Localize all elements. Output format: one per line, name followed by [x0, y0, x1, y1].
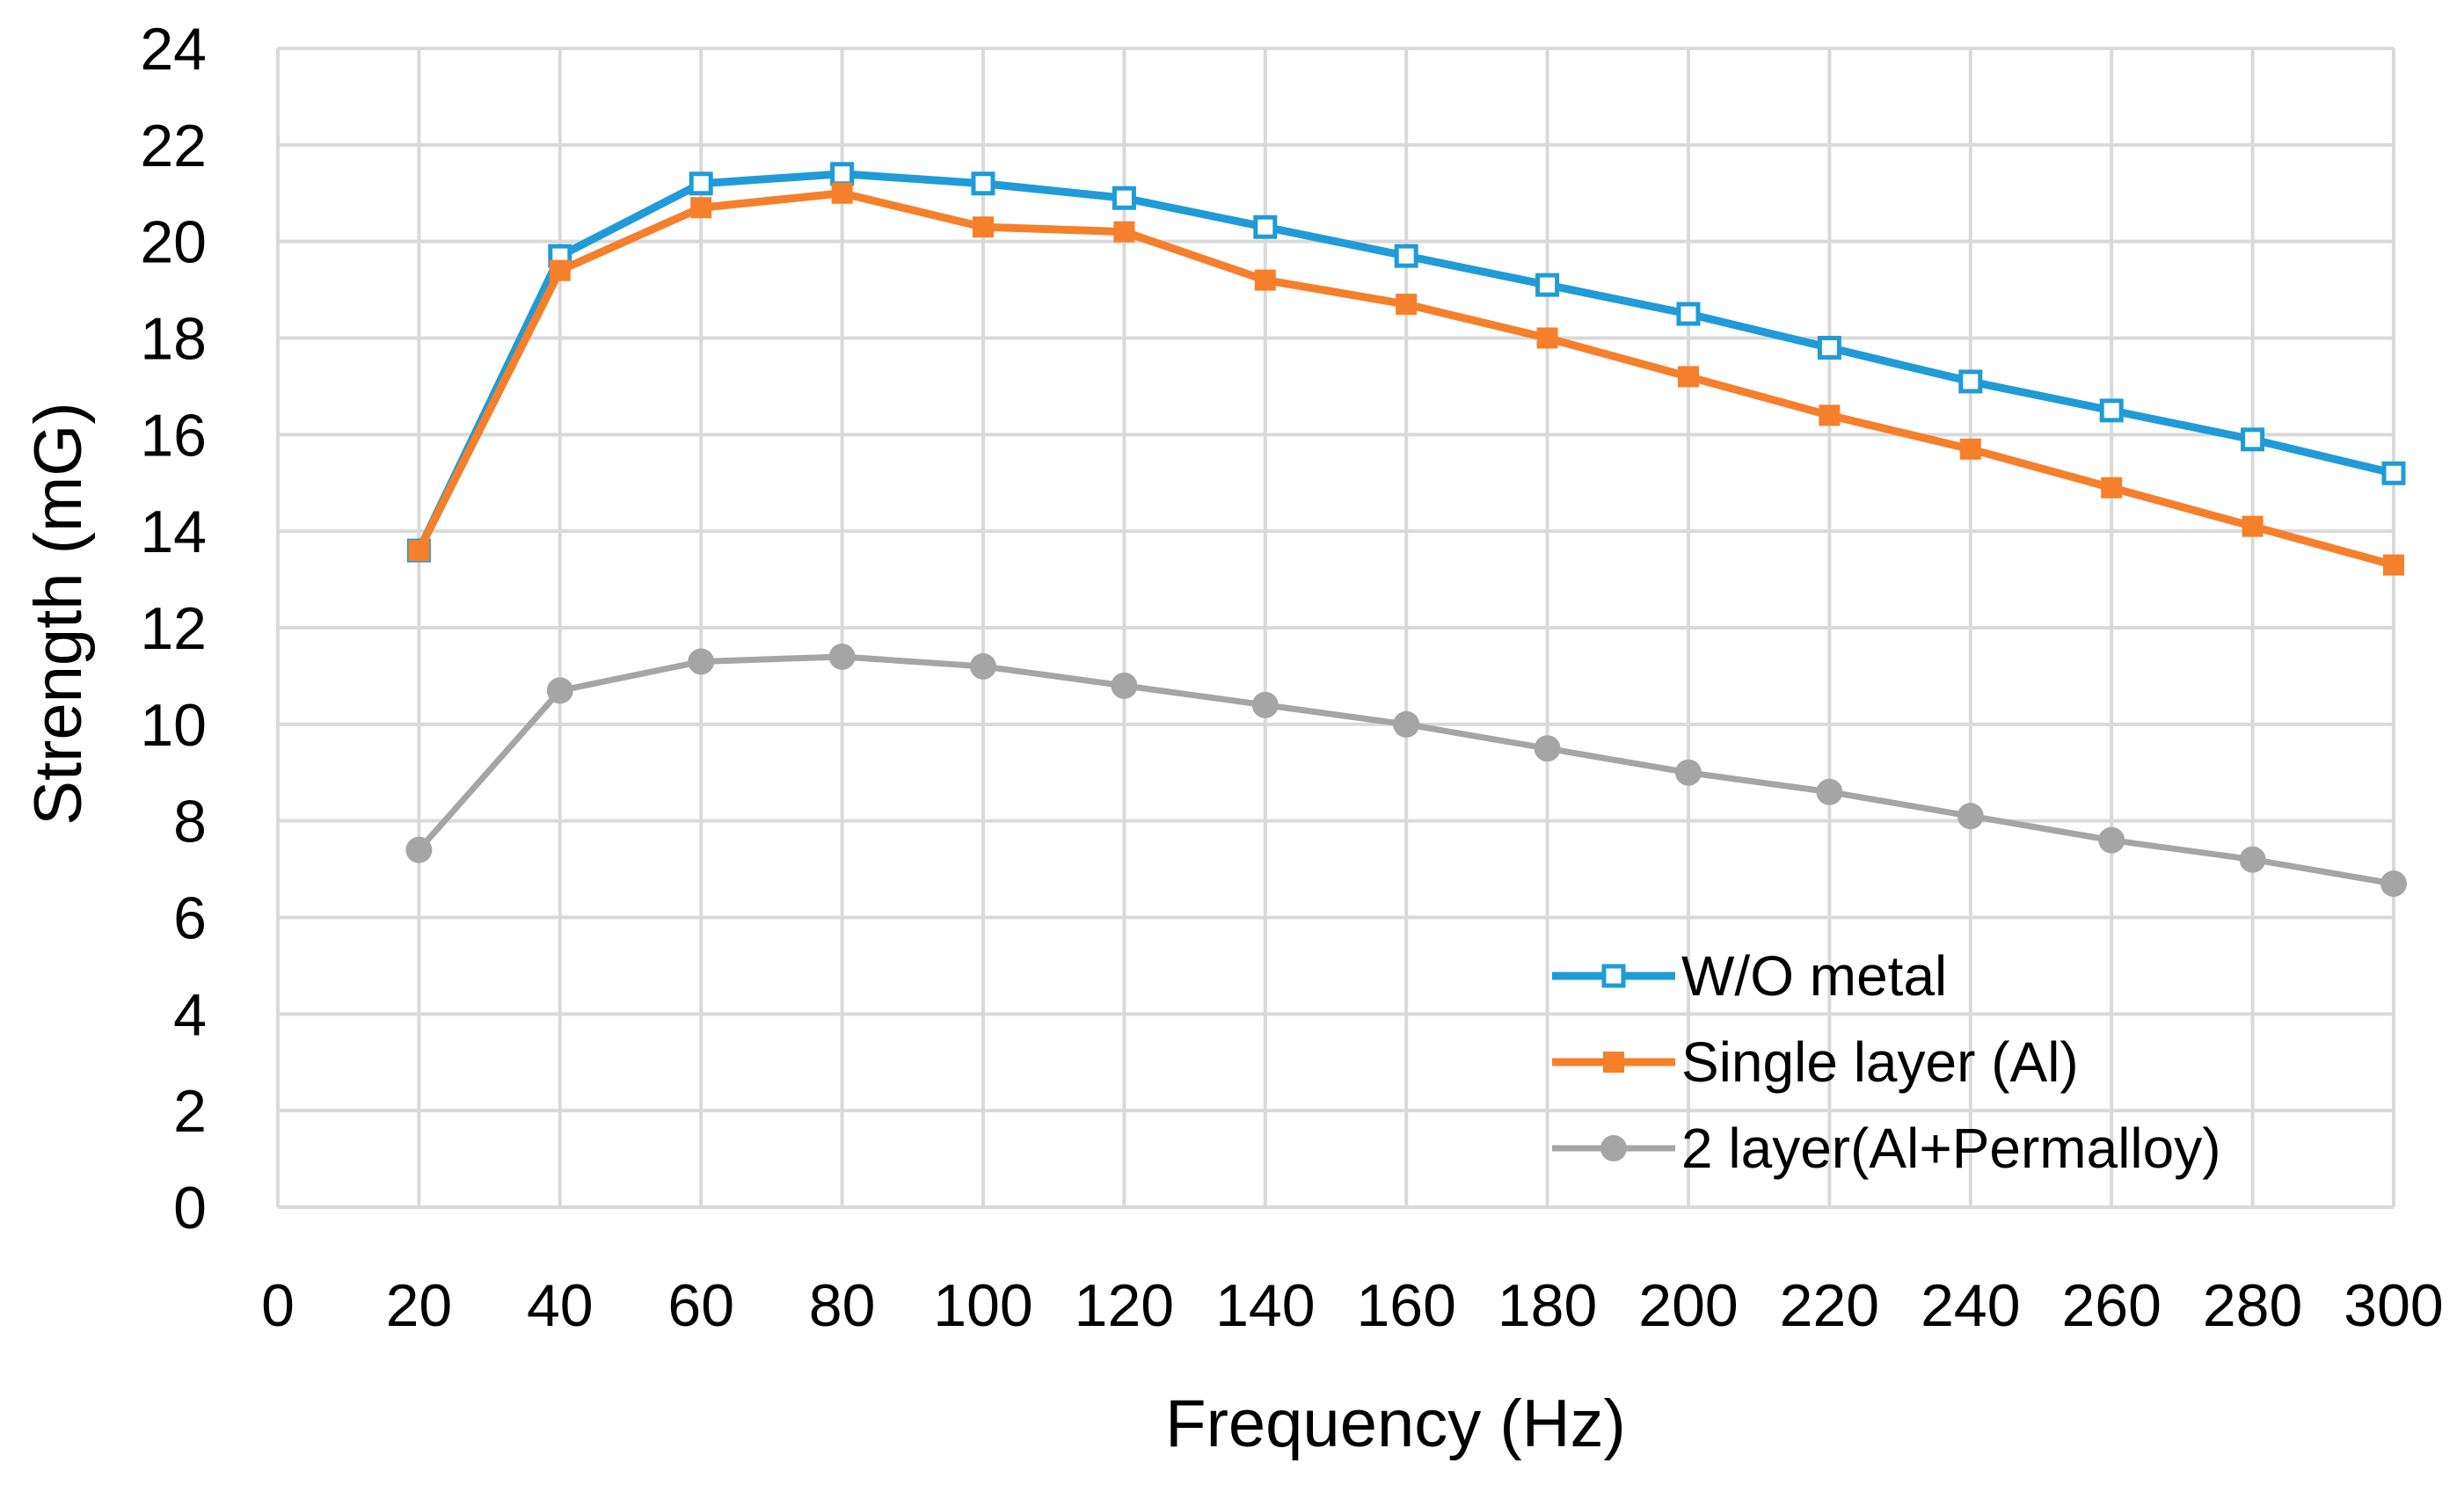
data-point: [1396, 294, 1418, 316]
y-tick-label: 4: [173, 981, 207, 1048]
x-tick-label: 0: [261, 1272, 295, 1339]
data-point: [2242, 515, 2264, 537]
x-tick-labels: 0 20 40 60 80 100 120 140 160 180 200 220 240 260 280 3…: [261, 1272, 2444, 1339]
data-point: [2239, 846, 2266, 873]
data-point: [828, 643, 856, 670]
x-tick-label: 60: [667, 1272, 734, 1339]
data-point: [831, 182, 853, 204]
data-point: [1535, 273, 1560, 297]
data-point: [1112, 186, 1136, 210]
x-tick-label: 180: [1498, 1272, 1597, 1339]
series-2: [408, 182, 2404, 576]
legend-item: Single layer (Al): [1552, 1030, 2079, 1094]
y-tick-label: 24: [140, 16, 207, 83]
x-tick-label: 300: [2344, 1272, 2443, 1339]
data-point: [1393, 710, 1420, 738]
data-point: [1254, 269, 1276, 291]
data-point: [1959, 438, 1981, 460]
x-tick-label: 140: [1215, 1272, 1315, 1339]
data-point: [1817, 335, 1841, 360]
data-point: [1111, 672, 1138, 699]
x-tick-label: 100: [933, 1272, 1032, 1339]
data-point: [2383, 554, 2404, 576]
y-tick-label: 12: [140, 595, 207, 662]
legend: W/O metal Single layer (Al) 2 layer(Al+Per…: [1552, 944, 2221, 1180]
data-point: [1819, 404, 1841, 426]
x-tick-label: 280: [2203, 1272, 2302, 1339]
legend-label: W/O metal: [1681, 944, 1947, 1008]
data-point: [549, 259, 571, 281]
series-1: [406, 162, 2406, 563]
data-point: [1251, 691, 1279, 718]
x-tick-label: 40: [527, 1272, 594, 1339]
series: [405, 162, 2407, 898]
data-point: [2099, 398, 2124, 423]
x-tick-label: 160: [1356, 1272, 1455, 1339]
data-point: [1536, 327, 1558, 349]
data-point: [830, 162, 855, 186]
x-tick-label: 80: [809, 1272, 876, 1339]
y-tick-label: 10: [140, 692, 207, 759]
data-point: [1675, 759, 1702, 786]
data-point: [405, 836, 433, 863]
data-point: [973, 216, 994, 238]
y-tick-label: 6: [173, 885, 207, 952]
data-point: [2381, 461, 2406, 485]
y-tick-label: 22: [140, 113, 207, 179]
legend-label: 2 layer(Al+Permalloy): [1681, 1117, 2221, 1180]
data-point: [1253, 215, 1278, 239]
x-tick-label: 260: [2061, 1272, 2161, 1339]
data-point: [1678, 366, 1699, 388]
data-point: [1534, 735, 1561, 762]
data-point: [689, 171, 713, 196]
y-tick-label: 8: [173, 789, 207, 855]
data-point: [970, 652, 996, 680]
data-point: [1816, 778, 1843, 805]
x-axis-title: Frequency (Hz): [1165, 1387, 1626, 1461]
y-tick-label: 0: [173, 1175, 207, 1241]
y-tick-label: 14: [140, 499, 207, 565]
y-tick-label: 16: [140, 402, 207, 469]
y-tick-label: 2: [173, 1078, 207, 1145]
y-axis-title: Strength (mG): [21, 402, 96, 825]
y-tick-label: 18: [140, 306, 207, 373]
legend-swatch-marker: [1601, 964, 1626, 988]
legend-swatch-marker: [1600, 1135, 1627, 1161]
x-tick-label: 240: [1921, 1272, 2020, 1339]
data-point: [1676, 302, 1701, 326]
data-point: [408, 540, 430, 562]
data-point: [690, 197, 712, 219]
data-point: [1958, 369, 1983, 394]
data-point: [1113, 221, 1135, 243]
data-point: [971, 171, 995, 196]
legend-label: Single layer (Al): [1681, 1030, 2079, 1094]
x-tick-label: 220: [1780, 1272, 1879, 1339]
legend-swatch-marker: [1603, 1052, 1624, 1073]
data-point: [2241, 427, 2265, 452]
x-tick-label: 200: [1638, 1272, 1738, 1339]
grid: [278, 47, 2395, 1207]
data-point: [546, 677, 573, 704]
x-tick-label: 120: [1075, 1272, 1174, 1339]
series-3: [405, 643, 2407, 898]
data-point: [2098, 826, 2125, 854]
legend-item: 2 layer(Al+Permalloy): [1552, 1117, 2221, 1180]
data-point: [688, 648, 715, 675]
y-tick-label: 20: [140, 209, 207, 276]
axes: [276, 48, 2394, 1209]
data-point: [2380, 870, 2407, 898]
x-tick-label: 20: [386, 1272, 453, 1339]
data-point: [1394, 244, 1418, 268]
data-point: [1957, 803, 1984, 830]
legend-item: W/O metal: [1552, 944, 1947, 1008]
data-point: [2101, 477, 2123, 499]
